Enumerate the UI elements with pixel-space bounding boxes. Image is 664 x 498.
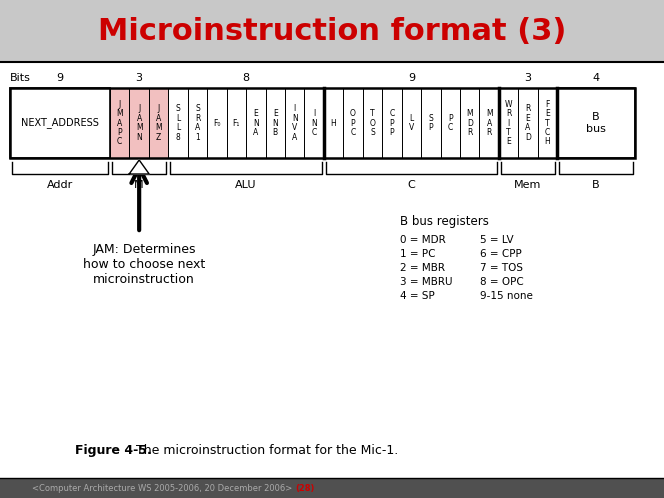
Text: 9: 9 — [408, 73, 415, 83]
Text: S
L
L
8: S L L 8 — [176, 105, 181, 141]
Bar — [519, 88, 538, 158]
Text: J
M
A
P
C: J M A P C — [116, 100, 123, 146]
Text: M: M — [134, 180, 144, 190]
Text: 4 = SP: 4 = SP — [400, 291, 435, 301]
Text: C: C — [408, 180, 415, 190]
Bar — [479, 88, 499, 158]
Bar — [246, 88, 266, 158]
Text: L
V: L V — [409, 114, 414, 132]
Text: 9: 9 — [56, 73, 64, 83]
Text: 7 = TOS: 7 = TOS — [480, 263, 523, 273]
Text: 9-15 none: 9-15 none — [480, 291, 533, 301]
Bar — [557, 88, 635, 158]
Bar — [382, 88, 402, 158]
Text: B: B — [592, 180, 600, 190]
Bar — [129, 88, 149, 158]
Bar — [207, 88, 226, 158]
Text: F₁: F₁ — [232, 119, 240, 127]
Bar — [363, 88, 382, 158]
Text: 2 = MBR: 2 = MBR — [400, 263, 445, 273]
Bar — [188, 88, 207, 158]
Text: O
P
C: O P C — [350, 109, 356, 137]
Text: B
bus: B bus — [586, 112, 606, 134]
Bar — [421, 88, 440, 158]
Text: W
R
I
T
E: W R I T E — [505, 100, 513, 146]
Bar — [440, 88, 460, 158]
Text: E
N
A: E N A — [253, 109, 259, 137]
Text: 4: 4 — [592, 73, 600, 83]
Text: E
N
B: E N B — [272, 109, 278, 137]
Text: NEXT_ADDRESS: NEXT_ADDRESS — [21, 118, 99, 128]
Text: M
A
R: M A R — [486, 109, 493, 137]
Text: S
P: S P — [428, 114, 433, 132]
Text: 3: 3 — [135, 73, 143, 83]
Bar — [460, 88, 479, 158]
Text: P
C: P C — [448, 114, 453, 132]
Text: I
N
C: I N C — [311, 109, 317, 137]
Bar — [0, 0, 664, 62]
Bar — [343, 88, 363, 158]
Text: S
R
A
1: S R A 1 — [195, 105, 200, 141]
Text: R
E
A
D: R E A D — [525, 105, 531, 141]
Bar — [285, 88, 305, 158]
Text: J
A
M
N: J A M N — [136, 105, 143, 141]
Polygon shape — [129, 160, 149, 174]
Text: (28): (28) — [295, 484, 314, 493]
Text: F₀: F₀ — [213, 119, 220, 127]
Bar — [266, 88, 285, 158]
Bar — [402, 88, 421, 158]
Text: Bits: Bits — [10, 73, 31, 83]
Text: 3: 3 — [525, 73, 532, 83]
Text: 3 = MBRU: 3 = MBRU — [400, 277, 452, 287]
Text: I
N
V
A: I N V A — [292, 105, 297, 141]
Text: 8 = OPC: 8 = OPC — [480, 277, 524, 287]
Bar — [305, 88, 324, 158]
Text: T
O
S: T O S — [370, 109, 375, 137]
Text: J
A
M
Z: J A M Z — [155, 105, 162, 141]
Text: Addr: Addr — [47, 180, 73, 190]
Text: 1 = PC: 1 = PC — [400, 249, 436, 259]
Text: Microinstruction format (3): Microinstruction format (3) — [98, 16, 566, 45]
Text: H: H — [331, 119, 337, 127]
Bar — [0, 478, 664, 498]
Bar — [226, 88, 246, 158]
Bar — [110, 88, 129, 158]
Text: Mem: Mem — [515, 180, 542, 190]
Text: 8: 8 — [242, 73, 250, 83]
Text: The microinstruction format for the Mic-1.: The microinstruction format for the Mic-… — [128, 444, 398, 457]
Text: 6 = CPP: 6 = CPP — [480, 249, 522, 259]
Text: 5 = LV: 5 = LV — [480, 235, 514, 245]
Bar — [149, 88, 169, 158]
Bar — [10, 88, 110, 158]
Text: ALU: ALU — [235, 180, 257, 190]
Bar — [324, 88, 343, 158]
Text: C
P
P: C P P — [389, 109, 394, 137]
Text: F
E
T
C
H: F E T C H — [544, 100, 550, 146]
Text: Figure 4-5.: Figure 4-5. — [75, 444, 152, 457]
Text: M
D
R: M D R — [466, 109, 473, 137]
Text: 0 = MDR: 0 = MDR — [400, 235, 446, 245]
Text: JAM: Determines
how to choose next
microinstruction: JAM: Determines how to choose next micro… — [83, 243, 205, 286]
Bar — [10, 88, 635, 158]
Bar — [169, 88, 188, 158]
Text: <Computer Architecture WS 2005-2006, 20 December 2006>: <Computer Architecture WS 2005-2006, 20 … — [32, 484, 295, 493]
Text: B bus registers: B bus registers — [400, 215, 489, 228]
Bar — [538, 88, 557, 158]
Bar — [499, 88, 519, 158]
